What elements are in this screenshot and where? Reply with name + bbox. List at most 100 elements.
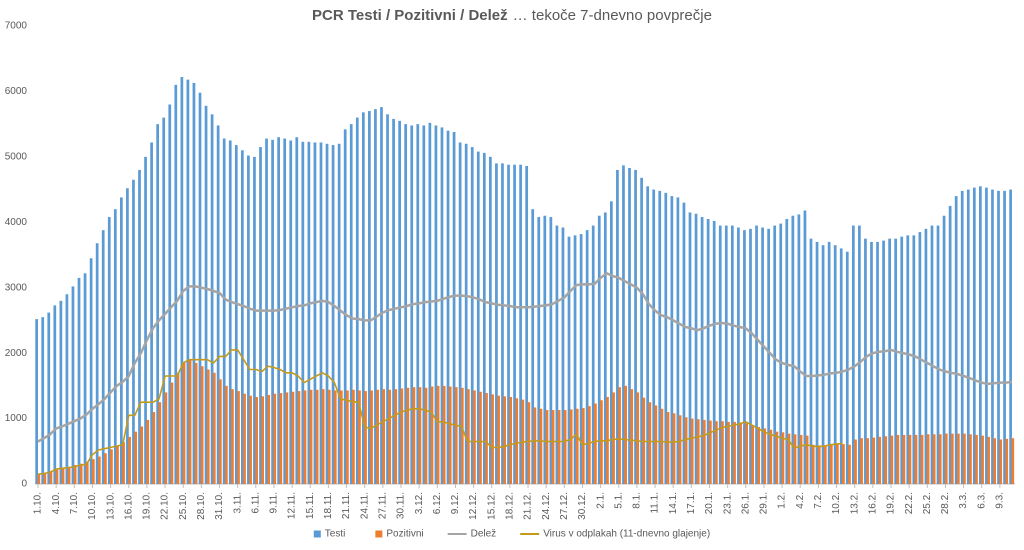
bar [301, 141, 305, 484]
bar [696, 419, 700, 484]
x-tick-label: 20.1. [704, 492, 715, 514]
bar [757, 427, 761, 484]
x-tick-label: 16.10. [123, 492, 134, 520]
bar [41, 317, 45, 484]
bar [218, 379, 222, 484]
bar [876, 241, 879, 484]
bar [870, 241, 873, 484]
bar [803, 210, 807, 484]
bar [938, 434, 942, 484]
bar [1003, 190, 1006, 484]
bar [769, 429, 773, 484]
bar [138, 169, 141, 484]
bar [247, 155, 250, 484]
bar [616, 169, 619, 484]
bar [515, 398, 519, 484]
bar [878, 436, 882, 484]
bar [797, 214, 801, 485]
bar [793, 434, 797, 484]
bar [382, 389, 386, 484]
bar [708, 420, 712, 484]
bar [398, 120, 401, 484]
bar [434, 125, 438, 485]
bar [319, 142, 323, 484]
bar [485, 393, 488, 484]
title-main: PCR Testi / Pozitivni / Delež [312, 7, 508, 24]
bar [894, 238, 898, 484]
bar [567, 236, 571, 484]
x-tick-label: 9.11. [269, 492, 280, 514]
bar [116, 446, 119, 484]
x-tick-label: 13.10. [105, 492, 116, 520]
bar [473, 390, 476, 484]
line [37, 272, 1013, 443]
bar [902, 434, 906, 484]
bar [966, 189, 970, 485]
x-tick-label: 7.2. [813, 492, 824, 509]
bar [987, 436, 990, 484]
x-tick-label: 12.11. [287, 492, 298, 519]
bar [751, 425, 755, 484]
x-tick-label: 25.2. [922, 492, 933, 514]
bar [670, 196, 674, 484]
bar [682, 202, 686, 484]
bar [170, 382, 174, 484]
bar [368, 111, 371, 485]
bar [997, 190, 1000, 484]
bar [866, 438, 869, 484]
bar [781, 432, 785, 484]
bar [404, 124, 408, 485]
bar [339, 390, 343, 484]
bar [77, 277, 81, 484]
bar [104, 453, 107, 484]
bar [612, 392, 615, 484]
bar [827, 241, 831, 484]
bar [35, 319, 39, 484]
bar [176, 372, 180, 484]
legend-swatch [375, 530, 383, 538]
bar [600, 400, 603, 484]
line [37, 349, 843, 475]
bar [890, 435, 894, 484]
bar [960, 190, 964, 484]
bar [672, 413, 676, 484]
bar [730, 225, 734, 485]
bar [791, 215, 795, 484]
y-tick-label: 3000 [5, 282, 28, 293]
bar [267, 395, 271, 484]
bar [745, 423, 748, 484]
bar [860, 438, 863, 484]
x-tick-label: 18.12. [505, 492, 516, 520]
bar [936, 225, 940, 485]
bar [47, 312, 51, 484]
bar [440, 127, 444, 485]
x-tick-label: 11.1. [650, 492, 661, 514]
x-tick-label: 3.12. [414, 492, 425, 514]
bar [352, 389, 355, 484]
bar [237, 391, 240, 484]
bar [110, 449, 113, 484]
bar [999, 439, 1003, 484]
bar [981, 435, 984, 484]
bar [83, 273, 87, 484]
bar [636, 392, 640, 484]
bar [101, 230, 105, 484]
bar [715, 421, 718, 484]
x-tick-label: 17.1. [686, 492, 697, 514]
bar [700, 217, 704, 484]
bar [721, 421, 724, 484]
x-tick-label: 3.3. [958, 492, 969, 509]
bar [944, 433, 948, 484]
bar [543, 215, 547, 484]
bar [597, 215, 601, 484]
x-tick-label: 13.2. [849, 492, 860, 514]
bar [113, 209, 117, 484]
bar [309, 389, 313, 484]
bar [43, 472, 47, 484]
x-tick-label: 9.12. [450, 492, 461, 514]
bar [442, 385, 446, 484]
bar [948, 205, 952, 484]
bar [182, 362, 186, 484]
x-tick-label: 4.10. [51, 492, 62, 514]
bar [343, 129, 347, 484]
